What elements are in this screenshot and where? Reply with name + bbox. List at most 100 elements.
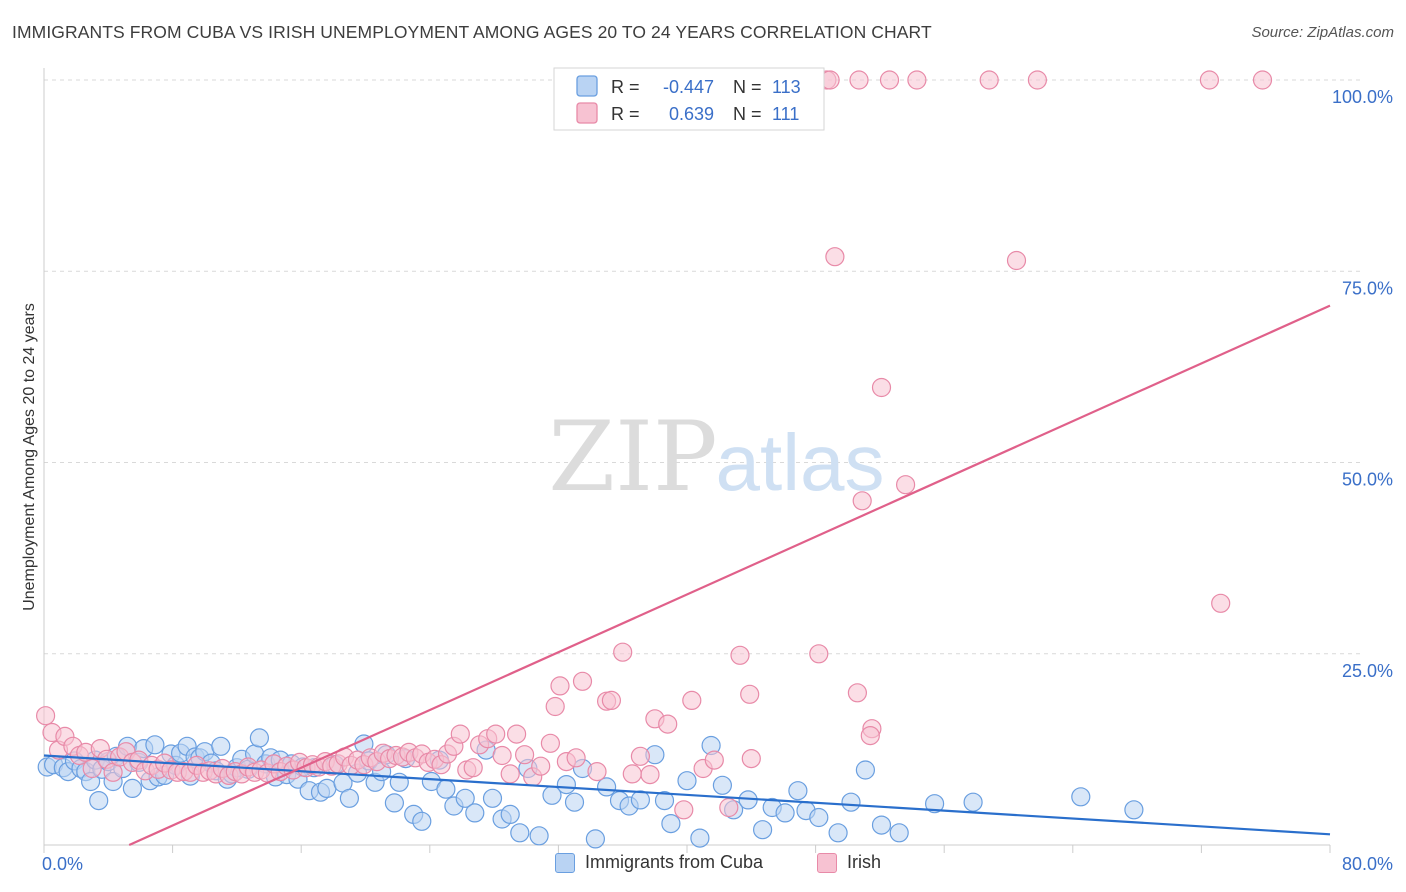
- point-cuba: [690, 828, 710, 848]
- point-irish: [809, 644, 829, 664]
- legend-n-label-cuba: N =: [733, 77, 762, 97]
- point-irish: [1211, 593, 1231, 613]
- point-cuba: [436, 779, 456, 799]
- point-irish: [630, 746, 651, 766]
- point-cuba: [596, 777, 617, 797]
- point-cuba: [412, 811, 432, 831]
- point-irish: [979, 70, 999, 90]
- watermark-atlas: atlas: [716, 418, 885, 507]
- point-cuba: [855, 760, 876, 780]
- point-cuba: [654, 790, 675, 811]
- point-irish: [1199, 70, 1220, 90]
- point-irish: [35, 706, 56, 726]
- legend-r-value-cuba: -0.447: [663, 77, 714, 97]
- point-cuba: [775, 803, 795, 823]
- legend-r-label-irish: R =: [611, 104, 640, 124]
- point-irish: [860, 725, 880, 746]
- legend-swatch-cuba: [576, 75, 598, 97]
- bottom-legend-label-irish: Irish: [847, 852, 882, 872]
- point-cuba: [1124, 800, 1144, 820]
- point-cuba: [828, 823, 848, 843]
- legend-box: R = -0.447 N = 113 R = 0.639 N = 111: [553, 67, 825, 131]
- point-cuba: [661, 813, 681, 834]
- legend-r-value-irish: 0.639: [669, 104, 714, 124]
- point-cuba: [317, 778, 337, 799]
- point-irish: [741, 748, 761, 769]
- bottom-legend-swatch-cuba: [555, 852, 575, 873]
- watermark-zip: ZIP: [548, 401, 717, 513]
- trend-line-cuba: [43, 754, 1331, 836]
- legend-n-value-cuba: 113: [772, 77, 801, 97]
- point-cuba: [752, 820, 773, 840]
- bottom-legend: Immigrants from Cuba Irish: [0, 852, 1406, 878]
- point-cuba: [841, 792, 861, 812]
- point-irish: [450, 724, 470, 744]
- x-tick-label-max: 80.0%: [1342, 854, 1393, 874]
- point-cuba: [339, 788, 359, 808]
- point-irish: [514, 745, 535, 765]
- point-irish: [658, 714, 678, 734]
- point-cuba: [500, 804, 520, 825]
- point-irish: [545, 696, 565, 717]
- y-tick-label: 50.0%: [1342, 470, 1393, 490]
- legend-swatch-irish: [576, 102, 598, 124]
- point-irish: [587, 761, 607, 782]
- point-cuba: [630, 790, 651, 810]
- bottom-legend-label-cuba: Immigrants from Cuba: [585, 852, 764, 872]
- point-cuba: [924, 794, 945, 814]
- point-irish: [852, 491, 872, 511]
- legend-r-label-cuba: R =: [611, 77, 640, 97]
- point-cuba: [211, 736, 231, 756]
- point-irish: [879, 70, 900, 90]
- legend-n-value-irish: 111: [772, 104, 799, 124]
- point-irish: [1027, 70, 1048, 90]
- point-irish: [613, 642, 633, 662]
- point-cuba: [871, 815, 892, 835]
- chart-source: Source: ZipAtlas.com: [1251, 24, 1394, 41]
- point-cuba: [677, 771, 697, 791]
- point-cuba: [145, 735, 165, 755]
- zipatlas-watermark: ZIP atlas: [548, 401, 884, 513]
- point-irish: [1006, 250, 1027, 271]
- point-irish: [740, 684, 760, 704]
- point-cuba: [482, 788, 503, 808]
- y-tick-label: 75.0%: [1342, 278, 1393, 298]
- point-cuba: [510, 823, 530, 843]
- point-cuba: [1071, 787, 1091, 807]
- point-irish: [849, 70, 869, 90]
- y-tick-labels: 100.0% 75.0% 50.0% 25.0%: [1332, 87, 1393, 681]
- point-irish: [895, 475, 916, 495]
- point-cuba: [455, 788, 475, 808]
- point-cuba: [465, 803, 485, 823]
- legend-n-label-irish: N =: [733, 104, 762, 124]
- point-cuba: [712, 775, 733, 795]
- bottom-legend-swatch-irish: [817, 852, 837, 873]
- bottom-legend-item-cuba: Immigrants from Cuba: [555, 852, 763, 873]
- point-cuba: [963, 792, 983, 812]
- point-cuba: [788, 781, 808, 801]
- point-irish: [682, 690, 702, 711]
- point-irish: [719, 797, 739, 818]
- point-irish: [550, 676, 570, 696]
- point-cuba: [384, 793, 404, 813]
- y-tick-label: 100.0%: [1332, 87, 1393, 107]
- x-tick-label-min: 0.0%: [42, 854, 83, 874]
- point-irish: [540, 733, 561, 753]
- point-irish: [486, 724, 506, 744]
- trend-lines: [43, 304, 1331, 847]
- point-irish: [907, 70, 927, 90]
- y-axis-label: Unemployment Among Ages 20 to 24 years: [21, 303, 38, 611]
- point-irish: [492, 745, 512, 766]
- point-irish: [601, 690, 622, 711]
- x-tick-labels: 0.0% 80.0%: [42, 854, 1393, 874]
- point-irish: [704, 750, 724, 770]
- point-irish: [463, 758, 483, 778]
- point-irish: [1252, 70, 1273, 90]
- point-cuba: [809, 807, 829, 828]
- point-irish: [730, 645, 750, 665]
- point-cuba: [249, 728, 269, 748]
- point-irish: [847, 683, 868, 703]
- point-cuba: [889, 823, 909, 843]
- legend-frame: [553, 67, 825, 131]
